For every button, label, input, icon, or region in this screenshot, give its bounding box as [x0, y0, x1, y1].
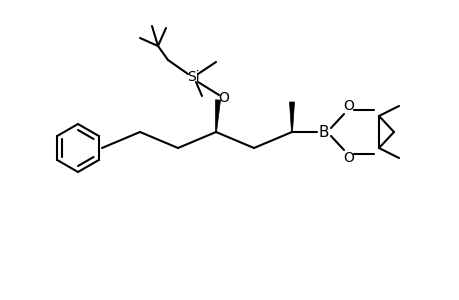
Text: Si: Si — [186, 70, 199, 84]
Text: O: O — [343, 151, 354, 165]
Text: O: O — [343, 99, 354, 113]
Polygon shape — [289, 102, 294, 132]
Text: B: B — [318, 124, 329, 140]
Polygon shape — [215, 100, 220, 132]
Text: O: O — [218, 91, 229, 105]
